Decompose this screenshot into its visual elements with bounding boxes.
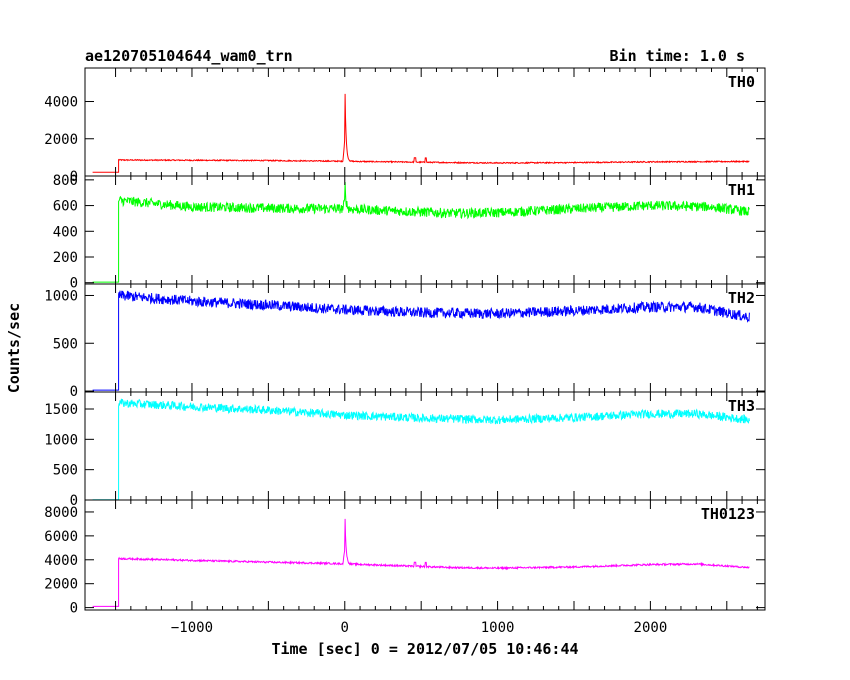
bin-time-label: Bin time: 1.0 s	[610, 47, 745, 65]
panel-th2-ytick-label: 500	[53, 336, 78, 352]
panel-th0123: 0 2000 4000 6000 8000 TH0123	[44, 499, 766, 617]
panel-th0123-series-line	[92, 518, 750, 607]
panel-th2-ytick-label: 1000	[44, 288, 78, 304]
y-axis-label: Counts/sec	[5, 303, 23, 393]
panel-th2-frame	[84, 283, 766, 393]
x-tick-label: −1000	[171, 620, 213, 636]
panel-th1: 0 200 400 600 800 TH1	[53, 173, 766, 292]
panel-th1-ytick-label: 0	[70, 276, 78, 292]
panel-th1-ytick-label: 200	[53, 250, 78, 266]
panel-th0123-ytick-label: 2000	[44, 577, 78, 593]
panel-th0123-ytick-label: 0	[70, 601, 78, 617]
panel-th3-ytick-label: 1000	[44, 432, 78, 448]
panel-th3-ytick-label: 0	[70, 493, 78, 509]
panel-th1-name-label: TH1	[728, 181, 755, 199]
panel-th1-series-line	[92, 181, 750, 283]
panel-th1-ytick-label: 600	[53, 199, 78, 215]
panel-th2: 0 500 1000 TH2	[44, 283, 766, 400]
panel-th0-ytick-label: 0	[70, 169, 78, 185]
panel-th0: 0 2000 4000 TH0	[44, 67, 766, 185]
panel-th1-ytick-label: 400	[53, 224, 78, 240]
x-tick-label: 1000	[481, 620, 515, 636]
panel-th3-series-line	[92, 398, 750, 501]
panel-th0123-frame	[84, 499, 766, 611]
panel-th1-frame	[84, 175, 766, 285]
panel-th0123-ytick-label: 6000	[44, 529, 78, 545]
panel-th0123-ytick-label: 8000	[44, 505, 78, 521]
panel-th0-name-label: TH0	[728, 73, 755, 91]
panel-th0-ytick-label: 4000	[44, 95, 78, 111]
x-axis-label: Time [sec] 0 = 2012/07/05 10:46:44	[271, 640, 578, 658]
panel-th3: 0 500 1000 1500 TH3	[44, 391, 766, 509]
panel-th2-series-line	[92, 290, 750, 391]
x-tick-label: 2000	[634, 620, 668, 636]
panel-th3-ytick-label: 500	[53, 463, 78, 479]
panel-th0-series-line	[92, 93, 750, 173]
x-tick-label: 0	[341, 620, 349, 636]
chart-title: ae120705104644_wam0_trn	[85, 47, 293, 65]
panel-th0123-name-label: TH0123	[701, 505, 755, 523]
panel-th0-ytick-label: 2000	[44, 132, 78, 148]
panel-th3-ytick-label: 1500	[44, 402, 78, 418]
panel-th1-ytick-label: 800	[53, 173, 78, 189]
panel-th3-name-label: TH3	[728, 397, 755, 415]
panel-th0123-ytick-label: 4000	[44, 553, 78, 569]
panel-th2-ytick-label: 0	[70, 384, 78, 400]
panel-th2-name-label: TH2	[728, 289, 755, 307]
